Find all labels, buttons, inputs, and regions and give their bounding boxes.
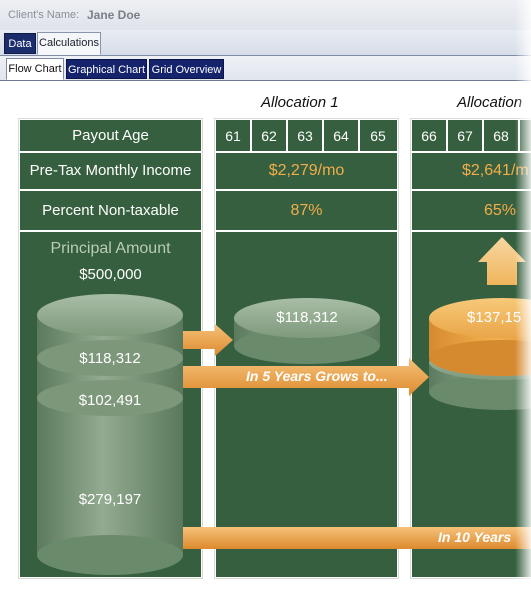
tab-data[interactable]: Data	[4, 33, 36, 54]
tab-calculations[interactable]: Calculations	[37, 32, 101, 55]
payout-age-row: Payout Age	[20, 120, 201, 153]
allocation-2-cylinder-value: $137,15	[467, 309, 522, 326]
payout-age-label: Payout Age	[72, 127, 149, 144]
pretax-income-label: Pre-Tax Monthly Income	[29, 162, 192, 179]
allocation-1-cylinder	[234, 298, 380, 364]
pretax-row: Pre-Tax Monthly Income	[20, 153, 201, 191]
allocation-2-nontax-row: 65%	[412, 191, 531, 232]
age-cell: 61	[216, 120, 252, 152]
allocation-2-nontax: 65%	[484, 202, 517, 219]
nontax-row: Percent Non-taxable	[20, 191, 201, 232]
allocation-1-nontax: 87%	[290, 202, 323, 219]
age-cell: 64	[324, 120, 360, 152]
allocation-1-income-row: $2,279/mo	[216, 153, 397, 191]
allocation-1-income: $2,279/mo	[268, 162, 345, 179]
right-edge-fade	[515, 0, 531, 599]
principal-cylinder-stack	[37, 294, 183, 575]
grows-10-years-text: In 10 Years	[438, 529, 512, 545]
age-cell: 66	[412, 120, 448, 152]
age-cell: 67	[448, 120, 484, 152]
allocation-1-title: Allocation 1	[261, 94, 339, 111]
main-tab-bar: Data Calculations	[0, 30, 531, 56]
principal-amount-label: Principal Amount	[50, 240, 171, 257]
grows-5-years-arrow	[183, 358, 429, 396]
allocation-2-income-row: $2,641/m	[412, 153, 531, 191]
cylinder-value-2: $102,491	[78, 392, 142, 409]
tab-grid-overview[interactable]: Grid Overview	[149, 59, 224, 79]
right-arrow-icon	[183, 324, 233, 356]
client-name-label: Client's Name:	[8, 9, 80, 21]
allocation-2-title: Allocation	[457, 94, 523, 111]
up-arrow-icon	[478, 237, 526, 285]
grows-10-years-arrow	[183, 527, 531, 549]
allocation-1-ages: 61 62 63 64 65	[216, 120, 397, 153]
tab-graphical-chart[interactable]: Graphical Chart	[66, 59, 147, 79]
principal-amount-value: $500,000	[79, 266, 142, 283]
tab-flow-chart[interactable]: Flow Chart	[6, 58, 64, 80]
age-cell: 63	[288, 120, 324, 152]
age-cell: 62	[252, 120, 288, 152]
percent-nontaxable-label: Percent Non-taxable	[42, 202, 179, 219]
allocation-2-income: $2,641/m	[462, 162, 529, 179]
allocation-2-cylinder	[429, 298, 531, 410]
client-name-value: Jane Doe	[87, 8, 141, 22]
grows-5-years-text: In 5 Years Grows to...	[246, 368, 388, 384]
allocation-1-cylinder-value: $118,312	[276, 309, 338, 326]
sub-tab-bar: Flow Chart Graphical Chart Grid Overview	[0, 56, 531, 81]
age-cell: 65	[370, 128, 386, 144]
cylinder-value-1: $118,312	[79, 350, 141, 367]
cylinder-value-3: $279,197	[78, 491, 142, 508]
allocation-1-nontax-row: 87%	[216, 191, 397, 232]
